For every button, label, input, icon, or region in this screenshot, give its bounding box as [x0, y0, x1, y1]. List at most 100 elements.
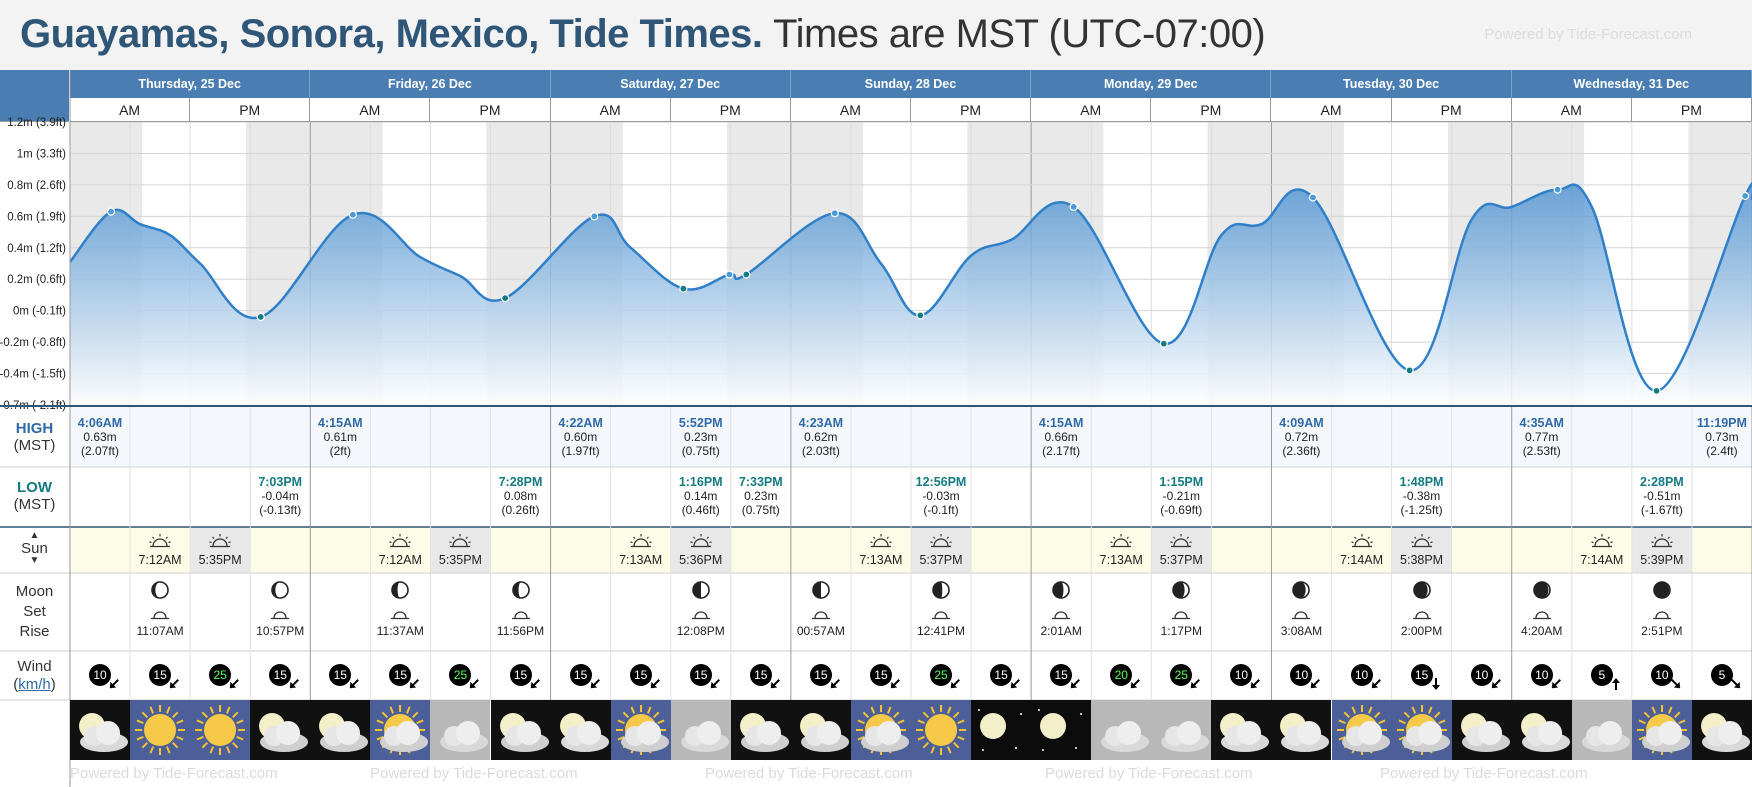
partly-cloudy-day-icon	[850, 700, 911, 760]
high-tide-height-ft: (2.03ft)	[801, 444, 840, 458]
high-tide-marker	[348, 210, 357, 219]
sun-toggle-up-icon[interactable]: ▲	[29, 530, 40, 541]
pm-label: PM	[911, 98, 1032, 122]
pm-label: PM	[670, 98, 791, 122]
wind-direction-arrow-icon	[470, 679, 480, 689]
low-tide-marker	[1652, 386, 1661, 395]
day-header: Tuesday, 30 Dec	[1271, 70, 1512, 98]
moonset-time: 3:08AM	[1280, 624, 1323, 638]
day-header: Thursday, 25 Dec	[70, 70, 311, 98]
moon-phase-icon	[932, 581, 950, 599]
sunrise-icon	[149, 534, 171, 548]
clear-night-icon	[1031, 700, 1092, 760]
sun-row-label[interactable]: ▲ Sun ▼	[0, 530, 69, 566]
partly-cloudy-day-icon	[610, 700, 671, 760]
moonrise-time: 2:51PM	[1641, 624, 1683, 638]
moon-phase-icon	[1532, 581, 1551, 599]
sunrise-icon	[1350, 534, 1373, 548]
high-tide-cell: 4:22AM 0.60m (1.97ft)	[551, 416, 611, 458]
y-tick-label: 0m (-0.1ft)	[13, 306, 66, 318]
low-tide-height-ft: (0.26ft)	[501, 503, 540, 517]
moonset-icon	[1292, 611, 1311, 620]
wind-speed-badge: 25	[209, 664, 232, 686]
am-label: AM	[310, 98, 431, 122]
high-tide-marker	[1308, 193, 1318, 202]
powered-by-bottom-5: Powered by Tide-Forecast.com	[1380, 765, 1588, 782]
y-tick-label: 0.6m (1.9ft)	[7, 211, 66, 223]
low-tide-marker	[916, 311, 925, 320]
low-label: LOW	[17, 479, 52, 496]
wind-direction-arrow-icon	[229, 679, 240, 689]
high-tide-marker	[106, 207, 116, 216]
moon-cell: 2:51PM	[1632, 580, 1692, 638]
sun-cell: 5:39PM	[1632, 532, 1692, 567]
wind-direction-arrow-icon	[1070, 679, 1081, 689]
wind-unit-link[interactable]: km/h	[18, 676, 51, 693]
moon-cell: 1:17PM	[1151, 580, 1211, 638]
wind-direction-arrow-icon	[410, 679, 420, 689]
wind-speed-badge: 25	[1170, 664, 1193, 686]
moonrise-icon	[151, 611, 170, 620]
sun-cell: 5:37PM	[911, 532, 971, 567]
high-tide-cell: 4:09AM 0.72m (2.36ft)	[1271, 416, 1331, 458]
pm-label: PM	[190, 98, 311, 122]
moon-cell: 00:57AM	[791, 580, 851, 638]
y-tick-label: 1m (3.3ft)	[17, 148, 66, 160]
cloudy-night-icon	[1271, 700, 1332, 760]
wind-direction-arrow-icon	[1131, 679, 1141, 689]
wind-direction-arrow-icon	[290, 679, 300, 689]
wind-speed-badge: 20	[1110, 664, 1133, 686]
y-tick-label: -0.4m (-1.5ft)	[0, 369, 66, 381]
sun-toggle-down-icon[interactable]: ▼	[29, 555, 40, 566]
powered-by-bottom-2: Powered by Tide-Forecast.com	[370, 765, 578, 782]
low-tide-height-ft: (0.46ft)	[681, 503, 720, 517]
wind-speed-badge: 15	[269, 664, 292, 686]
sun-label: Sun	[21, 540, 48, 557]
moonset-icon	[511, 611, 530, 620]
wind-direction-arrow-icon	[1191, 679, 1201, 689]
partly-cloudy-day-icon	[1331, 700, 1392, 760]
wind-direction-arrow-icon	[1251, 679, 1261, 689]
low-tz-label: (MST)	[13, 496, 56, 513]
low-tide-marker	[1159, 339, 1168, 348]
wind-speed-badge: 10	[1230, 664, 1253, 686]
high-tide-height-m: 0.63m	[83, 430, 117, 444]
wind-speed-badge: 10	[1530, 664, 1553, 686]
low-tide-height-ft: (-1.67ft)	[1640, 503, 1683, 517]
pm-label: PM	[430, 98, 551, 122]
low-tide-time: 7:28PM	[498, 475, 543, 489]
high-tide-height-m: 0.72m	[1284, 430, 1319, 444]
moon-phase-icon	[1653, 581, 1671, 599]
sunset-icon	[209, 534, 231, 548]
high-tide-height-ft: (1.97ft)	[561, 444, 600, 458]
sun-cell: 7:13AM	[611, 532, 671, 567]
moon-phase-icon	[1172, 581, 1191, 599]
cloudy-night-icon	[1691, 700, 1752, 760]
high-tide-height-m: 0.60m	[563, 430, 598, 444]
low-tide-height-ft: (-0.69ft)	[1160, 503, 1203, 517]
day-header: Saturday, 27 Dec	[550, 70, 791, 98]
sunset-icon	[1651, 534, 1673, 548]
moonset-time: 10:57PM	[256, 624, 305, 638]
high-tide-time: 4:09AM	[1279, 416, 1324, 430]
wind-speed-badge: 25	[930, 664, 953, 686]
wind-direction-arrow-icon	[350, 679, 360, 689]
sunset-time: 5:37PM	[919, 553, 963, 567]
moon-cell: 3:08AM	[1271, 580, 1331, 638]
sunset-icon	[449, 534, 472, 548]
powered-by-bottom-3: Powered by Tide-Forecast.com	[705, 765, 913, 782]
low-tide-height-m: 0.14m	[684, 489, 718, 503]
wind-speed-badge: 15	[509, 664, 532, 686]
sunny-icon	[911, 700, 972, 760]
moon-cell: 4:20AM	[1512, 580, 1572, 638]
pm-label: PM	[1631, 98, 1752, 122]
sunset-time: 5:35PM	[438, 553, 482, 567]
wind-speed-badge: 15	[990, 664, 1013, 686]
wind-direction-arrow-icon	[650, 679, 660, 689]
moonrise-time: 1:17PM	[1160, 624, 1202, 638]
high-tide-cell: 4:06AM 0.63m (2.07ft)	[70, 416, 130, 458]
clear-night-icon	[971, 700, 1032, 760]
low-tide-time: 12:56PM	[915, 475, 967, 489]
wind-direction-arrow-icon	[890, 679, 900, 689]
moon-row-label: Moon Set Rise	[0, 582, 69, 642]
